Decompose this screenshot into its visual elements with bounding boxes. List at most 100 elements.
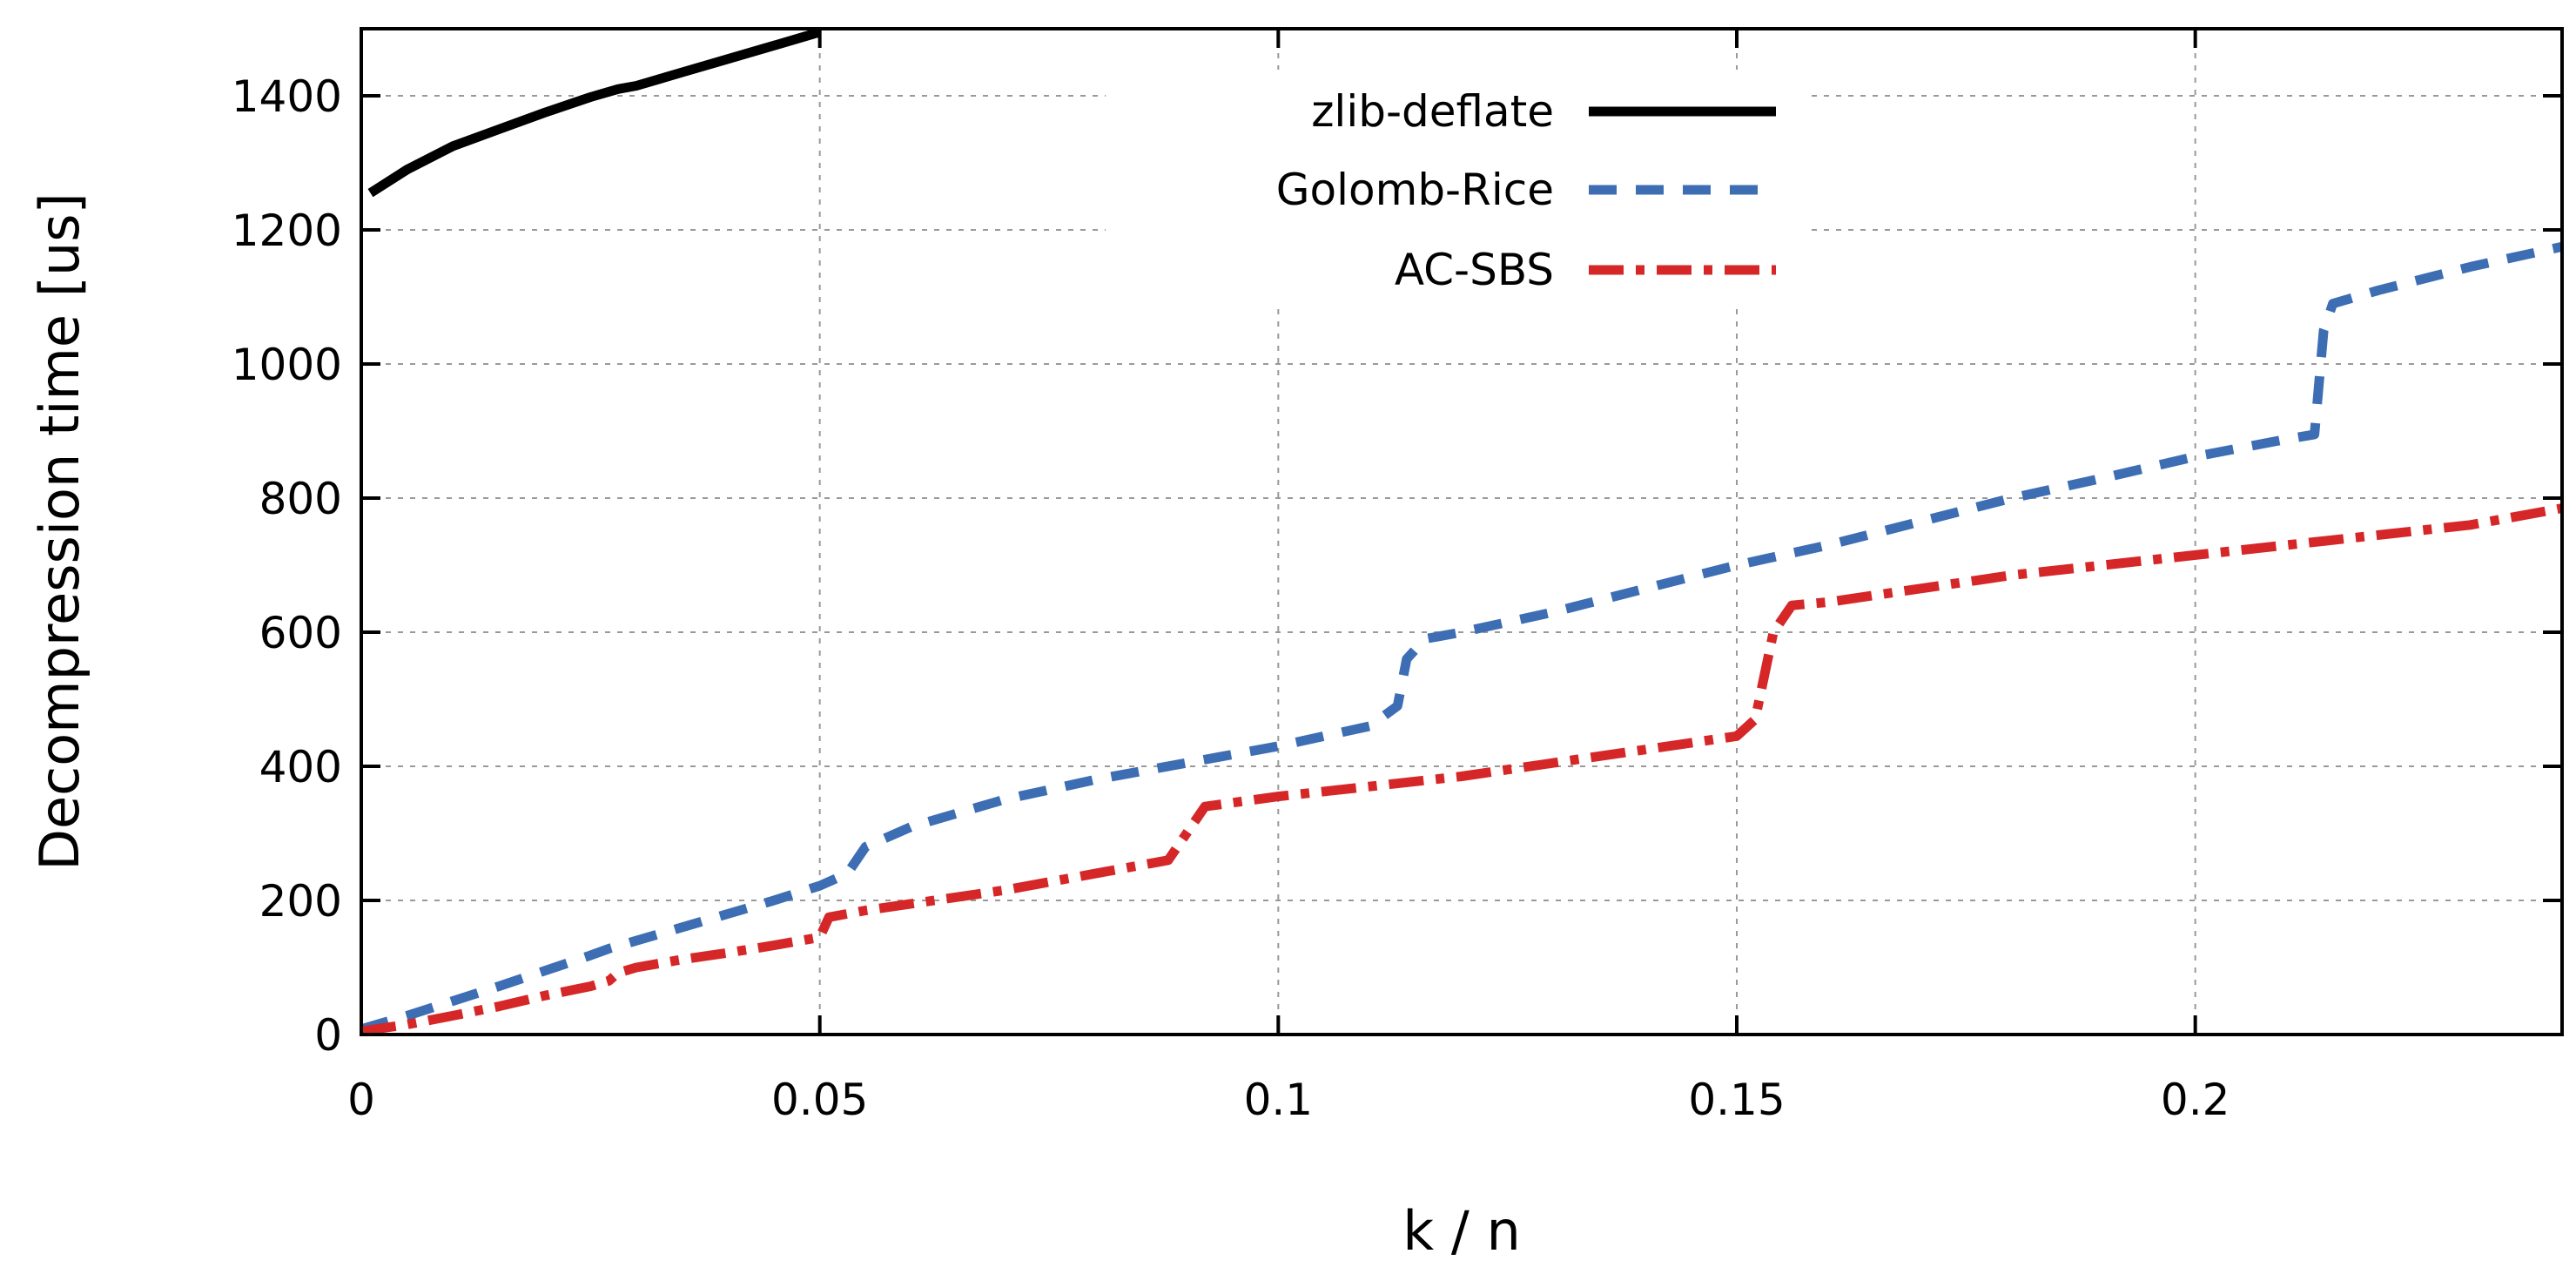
data-point [2102,477,2104,479]
series-ac-sbs [360,503,2563,1036]
data-point [1277,745,1279,747]
data-point [911,903,912,905]
data-point [1644,749,1646,751]
data-point [727,952,729,954]
data-point [608,947,609,949]
series-line [360,241,2564,1035]
data-point [2314,434,2316,435]
data-point [773,945,775,947]
data-point [2195,554,2196,556]
data-point [608,980,609,981]
data-point [1369,785,1371,787]
y-tick-label: 1000 [232,340,342,390]
data-point [1461,776,1463,778]
data-point [1167,859,1169,861]
data-point [1552,762,1554,764]
x-axis-label: k / n [1402,1199,1521,1263]
data-point [498,986,500,988]
data-point [1736,735,1738,737]
x-tick-label: 0.1 [1244,1075,1314,1125]
y-tick-label: 800 [259,474,342,524]
data-point [407,169,408,171]
axis-ticks: 0 200 400 600 800 1000 1200 1400 0 0.05 0.1 0.15 0.2 [232,29,2562,1125]
data-point [2102,564,2104,566]
data-point [727,58,729,60]
data-point [2011,497,2013,499]
data-point [636,940,637,941]
data-point [636,967,637,968]
data-point [617,972,619,974]
data-point [1186,832,1187,834]
data-point [682,71,683,73]
y-tick-label: 0 [314,1010,342,1061]
data-point [2011,575,2013,576]
data-point [819,885,821,886]
data-point [1552,611,1554,613]
data-point [828,916,830,918]
data-point [2470,266,2472,267]
y-tick-label: 600 [259,608,342,658]
x-tick-label: 0.15 [1688,1075,1785,1125]
data-point [1791,604,1792,606]
data-point [911,826,912,827]
series-zlib-deflate [367,27,822,198]
series-line [367,27,822,198]
legend: zlib-deflate Golomb-Rice AC-SBS [1106,70,1806,309]
data-point [452,1001,454,1002]
data-point [1369,725,1371,727]
data-point [1461,631,1463,633]
data-point [1772,631,1774,633]
data-point [452,1014,454,1016]
data-point [1277,796,1279,798]
data-point [589,97,591,98]
data-point [1204,806,1206,807]
data-point [2195,455,2196,457]
data-point [2286,438,2288,440]
data-point [2332,303,2334,305]
data-point [636,84,637,86]
data-point [1827,544,1829,546]
data-point [589,986,591,988]
data-point [682,959,683,961]
data-point [370,192,372,194]
data-point [407,1023,408,1025]
y-tick-label: 400 [259,742,342,792]
series-line [360,503,2563,1036]
legend-entry-label: AC-SBS [1395,245,1554,295]
data-point [773,900,775,901]
data-point [617,88,619,90]
data-point [452,145,454,147]
x-tick-label: 0.2 [2161,1075,2230,1125]
y-tick-label: 1400 [232,71,342,122]
data-point [1094,873,1096,874]
legend-entry-label: Golomb-Rice [1276,165,1554,215]
data-point [1323,735,1325,737]
data-point [1186,762,1187,764]
data-point [864,846,866,847]
data-point [2470,524,2472,526]
y-tick-label: 1200 [232,206,342,256]
data-point [1920,588,1921,590]
data-point [1396,705,1398,707]
data-point [498,129,500,131]
data-point [864,910,866,912]
data-point [1920,521,1921,522]
data-point [1406,658,1408,660]
data-point [1754,718,1756,720]
data-point [2378,289,2379,291]
x-tick-label: 0 [347,1075,375,1125]
data-point [1644,588,1646,590]
series-golomb-rice [360,241,2564,1035]
x-tick-label: 0.05 [771,1075,868,1125]
data-point [544,111,546,113]
grid-lines [361,29,2562,1035]
data-point [544,970,546,972]
data-point [727,913,729,914]
data-point [407,1014,408,1016]
y-tick-label: 200 [259,876,342,927]
data-point [846,873,848,874]
data-point [1424,638,1426,640]
data-point [2286,544,2288,546]
data-point [589,954,591,956]
